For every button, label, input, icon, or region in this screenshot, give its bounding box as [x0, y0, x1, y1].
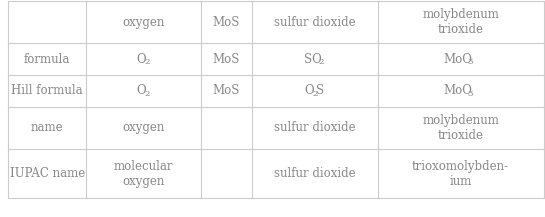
Text: name: name — [31, 122, 64, 135]
Text: sulfur dioxide: sulfur dioxide — [274, 16, 356, 29]
Text: 2: 2 — [312, 90, 318, 98]
Text: S: S — [316, 84, 324, 97]
Text: O: O — [305, 84, 314, 97]
Text: molecular
oxygen: molecular oxygen — [114, 159, 173, 187]
Text: molybdenum
trioxide: molybdenum trioxide — [422, 8, 499, 36]
Text: sulfur dioxide: sulfur dioxide — [274, 167, 356, 180]
Text: MoO: MoO — [444, 84, 473, 97]
Text: MoO: MoO — [444, 53, 473, 66]
Text: O: O — [136, 53, 146, 66]
Text: oxygen: oxygen — [122, 16, 165, 29]
Text: 2: 2 — [144, 90, 149, 98]
Text: O: O — [136, 84, 146, 97]
Text: sulfur dioxide: sulfur dioxide — [274, 122, 356, 135]
Text: molybdenum
trioxide: molybdenum trioxide — [422, 114, 499, 142]
Text: 3: 3 — [468, 59, 473, 66]
Text: Hill formula: Hill formula — [11, 84, 83, 97]
Text: formula: formula — [24, 53, 70, 66]
Text: 2: 2 — [319, 59, 324, 66]
Text: MoS: MoS — [213, 84, 240, 97]
Text: oxygen: oxygen — [122, 122, 165, 135]
Text: trioxomolybden-
ium: trioxomolybden- ium — [412, 159, 509, 187]
Text: IUPAC name: IUPAC name — [10, 167, 85, 180]
Text: MoS: MoS — [213, 16, 240, 29]
Text: MoS: MoS — [213, 53, 240, 66]
Text: 3: 3 — [468, 90, 473, 98]
Text: 2: 2 — [144, 59, 149, 66]
Text: SO: SO — [304, 53, 322, 66]
